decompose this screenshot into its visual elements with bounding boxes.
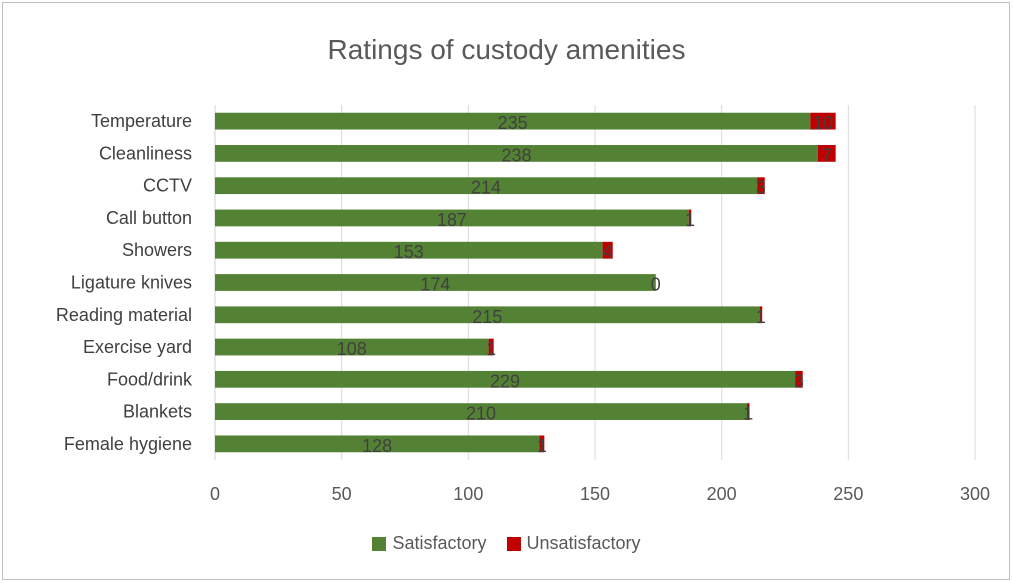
data-label-satisfactory: 174 bbox=[420, 275, 450, 295]
x-tick-label: 100 bbox=[453, 484, 483, 504]
data-label-satisfactory: 210 bbox=[466, 404, 496, 424]
bar-satisfactory bbox=[215, 112, 811, 130]
category-label: Reading material bbox=[56, 305, 192, 325]
bar-satisfactory bbox=[215, 370, 796, 388]
chart-title: Ratings of custody amenities bbox=[327, 34, 686, 65]
bar-satisfactory bbox=[215, 306, 760, 324]
bar-unsatisfactory bbox=[757, 177, 765, 195]
bar-satisfactory bbox=[215, 338, 489, 356]
data-label-satisfactory: 128 bbox=[362, 436, 392, 456]
category-label: Female hygiene bbox=[64, 434, 192, 454]
data-label-unsatisfactory: 3 bbox=[794, 371, 804, 391]
data-label-satisfactory: 214 bbox=[471, 178, 501, 198]
data-label-satisfactory: 238 bbox=[501, 145, 531, 165]
data-label-unsatisfactory: 7 bbox=[822, 145, 832, 165]
data-label-satisfactory: 153 bbox=[394, 242, 424, 262]
bar-unsatisfactory bbox=[539, 435, 545, 453]
bar-unsatisfactory bbox=[817, 145, 836, 162]
bar-unsatisfactory bbox=[759, 306, 763, 324]
x-tick-label: 0 bbox=[210, 484, 220, 504]
bar-satisfactory bbox=[215, 145, 818, 162]
data-label-unsatisfactory: 4 bbox=[603, 242, 613, 262]
bar-unsatisfactory bbox=[688, 209, 692, 227]
legend-item-unsatisfactory: Unsatisfactory bbox=[506, 533, 641, 554]
bar-satisfactory bbox=[215, 274, 656, 291]
bar-unsatisfactory bbox=[747, 403, 750, 420]
data-label-satisfactory: 108 bbox=[337, 339, 367, 359]
category-label: CCTV bbox=[143, 176, 192, 196]
data-label-unsatisfactory: 1 bbox=[756, 307, 766, 327]
x-tick-label: 200 bbox=[707, 484, 737, 504]
data-label-satisfactory: 215 bbox=[472, 307, 502, 327]
x-tick-label: 250 bbox=[833, 484, 863, 504]
category-label: Cleanliness bbox=[99, 143, 192, 163]
legend-label-unsatisfactory: Unsatisfactory bbox=[526, 533, 641, 553]
bar-unsatisfactory bbox=[488, 338, 494, 356]
data-label-unsatisfactory: 1 bbox=[537, 436, 547, 456]
data-label-satisfactory: 187 bbox=[437, 210, 467, 230]
category-label: Temperature bbox=[91, 111, 192, 131]
bar-satisfactory bbox=[215, 209, 689, 227]
legend-item-satisfactory: Satisfactory bbox=[372, 533, 487, 554]
data-label-unsatisfactory: 3 bbox=[756, 178, 766, 198]
category-label: Call button bbox=[106, 208, 192, 228]
legend-swatch-unsatisfactory bbox=[506, 536, 521, 551]
x-tick-label: 150 bbox=[580, 484, 610, 504]
bar-unsatisfactory bbox=[795, 370, 803, 388]
data-label-unsatisfactory: 0 bbox=[651, 275, 661, 295]
x-tick-label: 50 bbox=[332, 484, 352, 504]
data-label-unsatisfactory: 1 bbox=[743, 404, 753, 424]
category-label: Food/drink bbox=[107, 369, 193, 389]
bar-unsatisfactory bbox=[810, 112, 836, 130]
data-label-unsatisfactory: 1 bbox=[486, 339, 496, 359]
data-label-satisfactory: 229 bbox=[490, 371, 520, 391]
bar-satisfactory bbox=[215, 177, 758, 195]
category-label: Exercise yard bbox=[83, 337, 192, 357]
x-tick-label: 300 bbox=[960, 484, 990, 504]
category-label: Ligature knives bbox=[71, 273, 192, 293]
bar-satisfactory bbox=[215, 403, 747, 420]
bar-satisfactory bbox=[215, 435, 540, 453]
category-label: Blankets bbox=[123, 402, 192, 422]
bar-unsatisfactory bbox=[602, 241, 613, 259]
data-label-satisfactory: 235 bbox=[498, 113, 528, 133]
bar-satisfactory bbox=[215, 241, 603, 259]
data-label-unsatisfactory: 1 bbox=[685, 210, 695, 230]
legend-label-satisfactory: Satisfactory bbox=[392, 533, 487, 553]
category-label: Showers bbox=[122, 240, 192, 260]
data-label-unsatisfactory: 10 bbox=[813, 113, 833, 133]
legend-swatch-satisfactory bbox=[372, 536, 387, 551]
legend: Satisfactory Unsatisfactory bbox=[0, 533, 1013, 554]
